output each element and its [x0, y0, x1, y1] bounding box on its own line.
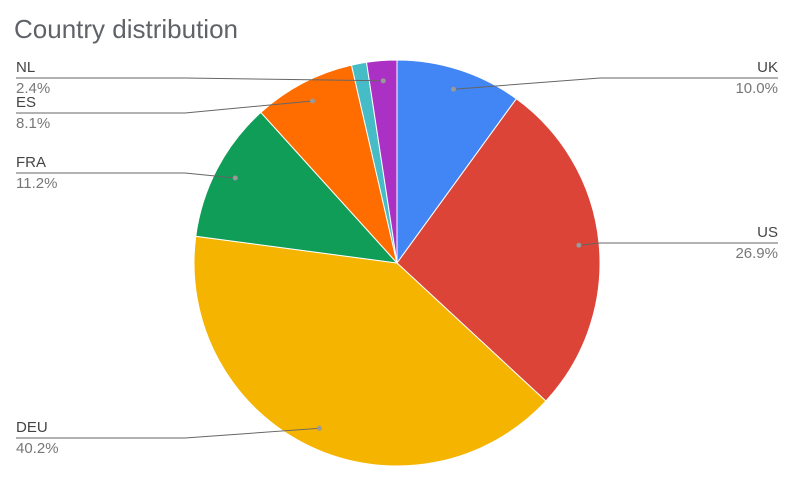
slice-value: 2.4%: [16, 80, 50, 97]
pie-slice: [396, 59, 518, 265]
leader-line: [16, 100, 313, 114]
slice-label: US: [757, 224, 778, 241]
slice-value: 8.1%: [16, 115, 50, 132]
slice-value: 10.0%: [735, 80, 778, 97]
leader-dot: [380, 78, 386, 84]
pie-slice: [365, 59, 398, 264]
pie-slice: [195, 111, 399, 264]
slice-value: 40.2%: [16, 440, 59, 457]
pie-slice: [193, 235, 547, 467]
leader-line: [453, 77, 778, 90]
leader-dot: [316, 425, 322, 431]
leader-dot: [576, 242, 582, 248]
leader-dot: [450, 86, 456, 92]
slice-label: FRA: [16, 154, 46, 171]
slice-label: UK: [757, 59, 778, 76]
leader-line: [16, 172, 236, 179]
slice-label: NL: [16, 59, 35, 76]
slice-label: ES: [16, 94, 36, 111]
leader-line: [578, 242, 778, 246]
slice-label: DEU: [16, 419, 48, 436]
leader-dot: [310, 98, 316, 104]
slice-value: 26.9%: [735, 245, 778, 262]
pie-slice: [260, 64, 398, 265]
leader-dot: [232, 175, 238, 181]
leader-line: [16, 77, 384, 82]
chart-title: Country distribution: [14, 14, 238, 44]
slice-value: 11.2%: [16, 175, 57, 192]
leader-line: [16, 427, 320, 439]
